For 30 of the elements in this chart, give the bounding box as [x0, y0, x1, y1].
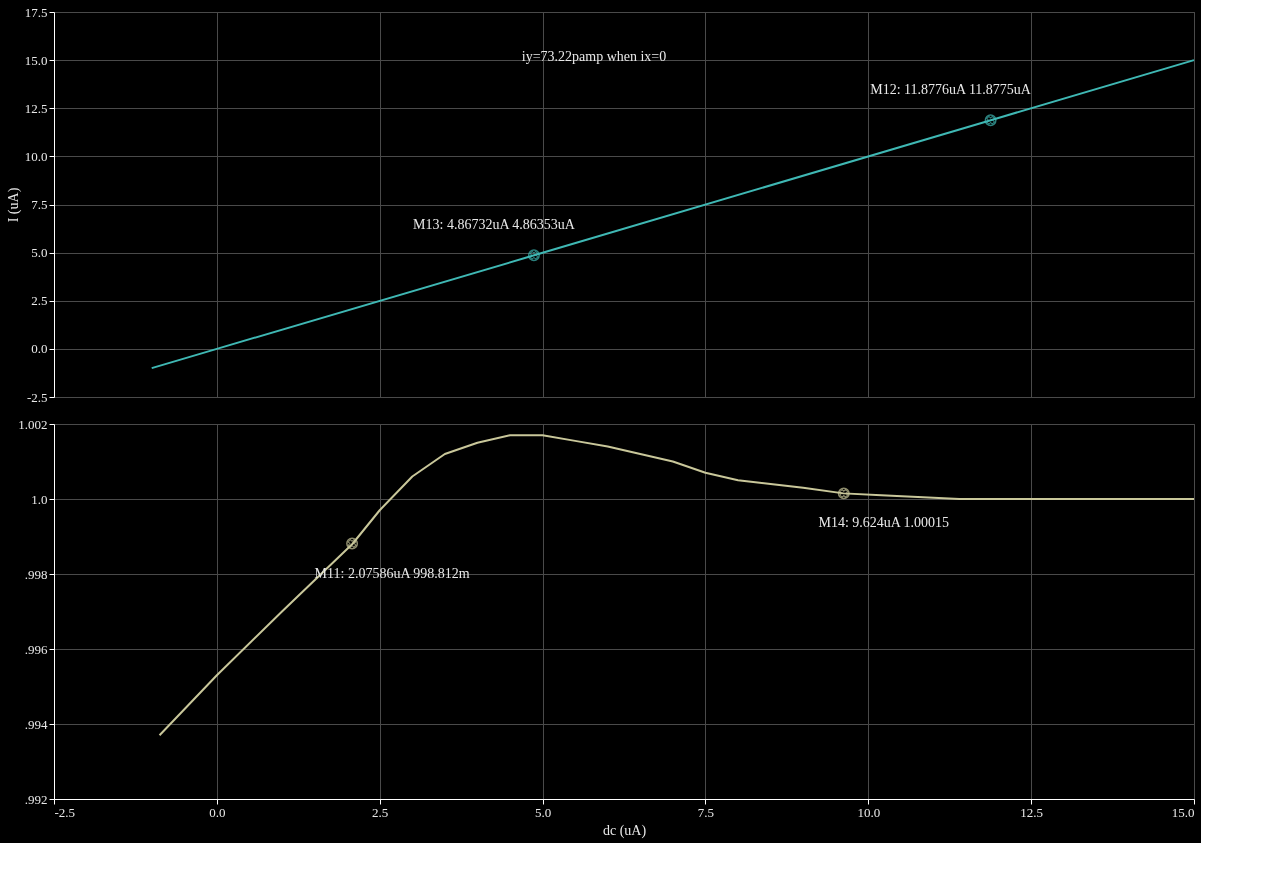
y-tick-label: .996 [24, 641, 48, 657]
y-tick-label: 1.002 [18, 416, 48, 432]
y-tick-label: 15.0 [24, 52, 48, 68]
y-tick-label: .992 [24, 791, 48, 807]
x-axis-title: dc (uA) [602, 822, 647, 839]
annotation: iy=73.22pamp when ix=0 [521, 49, 667, 64]
annotation: M14: 9.624uA 1.00015 [818, 515, 950, 531]
x-tick-label: 2.5 [372, 804, 389, 820]
x-tick-label: 10.0 [857, 804, 881, 820]
y-tick-label: 0.0 [31, 341, 48, 357]
y-tick-label: -2.5 [26, 389, 48, 405]
y-tick-label: 10.0 [24, 148, 48, 164]
line-series [158, 434, 1195, 737]
y-tick-label: 17.5 [24, 4, 48, 20]
x-tick-label: 5.0 [534, 804, 552, 820]
y-tick-label: 5.0 [31, 245, 48, 261]
y-tick-label: 7.5 [31, 197, 48, 212]
x-tick-label: -2.5 [54, 804, 76, 820]
y-tick-label: .994 [24, 716, 48, 732]
x-tick-label: 0.0 [209, 804, 226, 820]
y-tick-label: 2.5 [31, 293, 48, 309]
y-tick-label: .998 [24, 566, 48, 582]
x-tick-label: 15.0 [1171, 804, 1195, 820]
x-tick-label: 12.5 [1020, 804, 1044, 820]
annotation: M13: 4.86732uA 4.86353uA [413, 217, 576, 233]
x-tick-label: 7.5 [697, 804, 715, 820]
annotation: M12: 11.8776uA 11.8775uA [870, 82, 1032, 98]
y-tick-label: 1.0 [31, 491, 48, 507]
y-axis-title: I (uA) [5, 187, 22, 223]
y-tick-label: 12.5 [24, 100, 48, 116]
